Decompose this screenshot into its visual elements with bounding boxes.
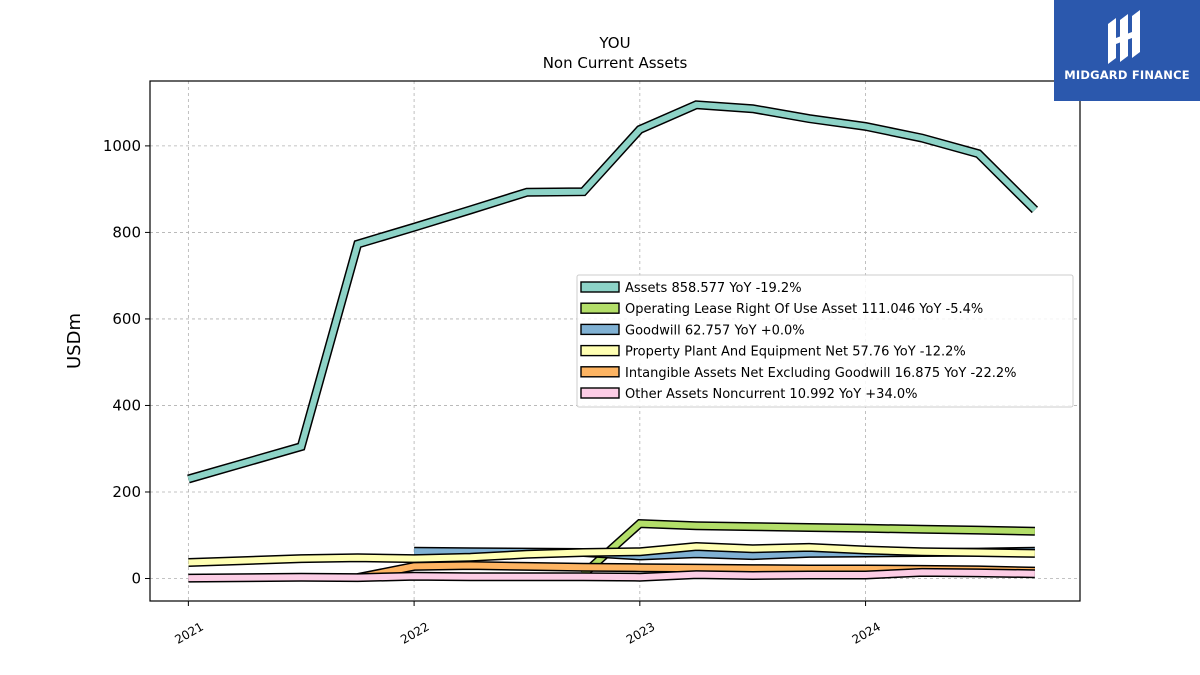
legend-label: Other Assets Noncurrent 10.992 YoY +34.0…: [625, 387, 917, 402]
legend-label: Assets 858.577 YoY -19.2%: [625, 281, 802, 296]
legend-label: Property Plant And Equipment Net 57.76 Y…: [625, 345, 966, 360]
y-tick-label: 400: [112, 396, 141, 414]
x-tick-label: 2023: [624, 619, 657, 646]
y-tick-label: 1000: [103, 137, 141, 155]
y-axis-label: USDm: [64, 313, 85, 369]
midgard-finance-logo: MIDGARD FINANCE: [1054, 0, 1200, 101]
chart-subtitle: Non Current Assets: [543, 54, 688, 72]
legend-label: Operating Lease Right Of Use Asset 111.0…: [625, 302, 983, 317]
series-line: [188, 569, 1035, 582]
x-tick-label: 2021: [172, 619, 205, 646]
series-5: [188, 567, 1035, 583]
y-axis-ticks: 0 200 400 600 800 1000: [103, 137, 150, 588]
legend: Assets 858.577 YoY -19.2% Operating Lease…: [576, 274, 1074, 408]
legend-swatch: [580, 344, 620, 357]
y-tick-label: 200: [112, 483, 141, 501]
x-tick-label: 2024: [850, 619, 883, 646]
x-axis-ticks: 2021 2022 2023 2024: [172, 601, 883, 647]
legend-label: Goodwill 62.757 YoY +0.0%: [625, 323, 805, 338]
legend-swatch: [580, 281, 620, 293]
series-3: [188, 541, 1035, 567]
legend-swatch: [580, 302, 620, 314]
y-tick-label: 0: [131, 570, 141, 588]
series-0: [187, 100, 1039, 484]
series-lines: [187, 100, 1039, 583]
legend-swatch: [580, 366, 620, 378]
series-line: [188, 543, 1035, 566]
series-1: [580, 519, 1035, 578]
x-tick-label: 2022: [398, 619, 431, 646]
legend-label: Intangible Assets Net Excluding Goodwill…: [625, 366, 1016, 381]
legend-box: [576, 274, 1074, 408]
logo-mark-icon: [1108, 10, 1140, 64]
y-tick-label: 800: [112, 223, 141, 241]
y-tick-label: 600: [112, 310, 141, 328]
series-line: [581, 520, 1035, 577]
chart-title: YOU: [598, 34, 630, 52]
legend-swatch: [580, 387, 620, 399]
legend-swatch: [580, 323, 620, 336]
series-line: [187, 101, 1038, 482]
plot-frame: [149, 80, 1081, 602]
logo-text: MIDGARD FINANCE: [1064, 68, 1190, 82]
